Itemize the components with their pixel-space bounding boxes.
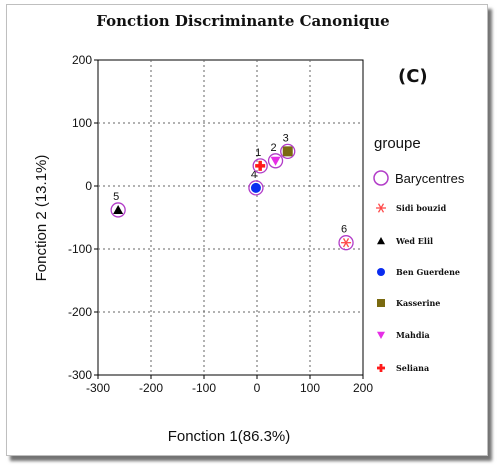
- legend-title: groupe: [374, 135, 421, 152]
- legend-label: Seliana: [396, 363, 429, 373]
- y-tick-label: -300: [68, 368, 92, 382]
- marker-triangle-up: [113, 204, 124, 214]
- legend-item: Sidi bouzid: [376, 203, 447, 213]
- legend-item: Kasserine: [377, 298, 440, 308]
- data-point: 4: [248, 169, 264, 196]
- barycentre-ring: [338, 235, 354, 251]
- legend-symbol: [377, 364, 385, 372]
- chart-title: Fonction Discriminante Canonique: [96, 12, 389, 30]
- legend-label: Mahdia: [396, 330, 430, 340]
- x-tick-label: 0: [254, 381, 261, 395]
- legend-item: Ben Guerdene: [377, 267, 460, 277]
- barycentre-ring: [110, 202, 126, 218]
- legend-label: Sidi bouzid: [396, 203, 447, 213]
- marker-triangle-down: [377, 331, 385, 339]
- x-ticks: -300 -200 -100 0 100 200: [86, 375, 373, 395]
- marker-triangle-up: [377, 237, 385, 245]
- point-label: 1: [255, 147, 261, 159]
- point-label: 5: [113, 191, 119, 203]
- panel-label: (C): [398, 66, 428, 87]
- point-marker: [250, 182, 261, 193]
- marker-triangle-down: [270, 156, 281, 166]
- marker-plus-v: [258, 160, 262, 171]
- point-label: 2: [270, 142, 276, 154]
- x-tick-label: 200: [353, 381, 373, 395]
- marker-circle: [250, 182, 261, 193]
- x-tick-label: -300: [86, 381, 110, 395]
- point-label: 3: [283, 132, 289, 144]
- y-tick-label: -200: [68, 305, 92, 319]
- point-label: 4: [251, 169, 257, 181]
- legend-symbol: [377, 237, 385, 245]
- legend-label: Wed Elil: [395, 236, 433, 246]
- y-tick-label: 0: [85, 179, 92, 193]
- data-point: 3: [280, 132, 296, 160]
- marker-circle: [377, 268, 385, 276]
- data-point: 2: [267, 142, 284, 169]
- barycentre-ring: [252, 158, 268, 174]
- point-marker: [341, 238, 352, 248]
- legend: Barycentres Sidi bouzid Wed Elil Ben Guerde…: [373, 170, 465, 373]
- data-point: 5: [110, 191, 126, 218]
- x-tick-label: -200: [139, 381, 163, 395]
- y-tick-label: -100: [68, 242, 92, 256]
- grid-lines: [98, 60, 363, 375]
- point-label: 6: [341, 224, 347, 236]
- marker-asterisk-arm: [342, 238, 350, 248]
- point-marker: [282, 146, 293, 157]
- legend-item: Seliana: [377, 363, 429, 373]
- legend-symbol: [377, 268, 385, 276]
- point-marker: [270, 156, 281, 166]
- x-tick-label: -100: [192, 381, 216, 395]
- marker-plus-v: [379, 364, 383, 372]
- legend-symbol: [377, 299, 385, 307]
- x-axis-title: Fonction 1(86.3%): [168, 428, 291, 445]
- figure-frame: [6, 4, 488, 456]
- barycentre-ring: [267, 153, 284, 169]
- legend-symbol: [377, 331, 385, 339]
- legend-label: Kasserine: [396, 298, 440, 308]
- legend-item-barycentres: Barycentres: [373, 170, 465, 186]
- barycentre-ring: [280, 143, 296, 160]
- data-points: 6 5 4 321: [110, 132, 354, 251]
- legend-barycentre-symbol: [373, 170, 389, 186]
- barycentre-ring: [248, 180, 264, 196]
- legend-symbol: [376, 203, 386, 213]
- y-tick-label: 200: [72, 53, 92, 67]
- y-ticks: -300 -200 -100 0 100 200: [68, 53, 98, 382]
- legend-item: Mahdia: [377, 330, 430, 340]
- legend-item: Wed Elil: [377, 236, 433, 246]
- x-tick-label: 100: [300, 381, 320, 395]
- legend-label: Barycentres: [395, 171, 465, 186]
- legend-label: Ben Guerdene: [396, 267, 460, 277]
- point-marker: [255, 160, 266, 171]
- marker-asterisk-arm: [377, 203, 385, 213]
- y-tick-label: 100: [72, 116, 92, 130]
- data-point: 6: [338, 224, 354, 251]
- plot-area: [97, 59, 364, 376]
- y-axis-title: Fonction 2 (13.1%): [33, 155, 50, 282]
- data-point: 1: [252, 147, 268, 174]
- marker-square: [377, 299, 385, 307]
- marker-square: [282, 146, 293, 157]
- point-marker: [113, 204, 124, 214]
